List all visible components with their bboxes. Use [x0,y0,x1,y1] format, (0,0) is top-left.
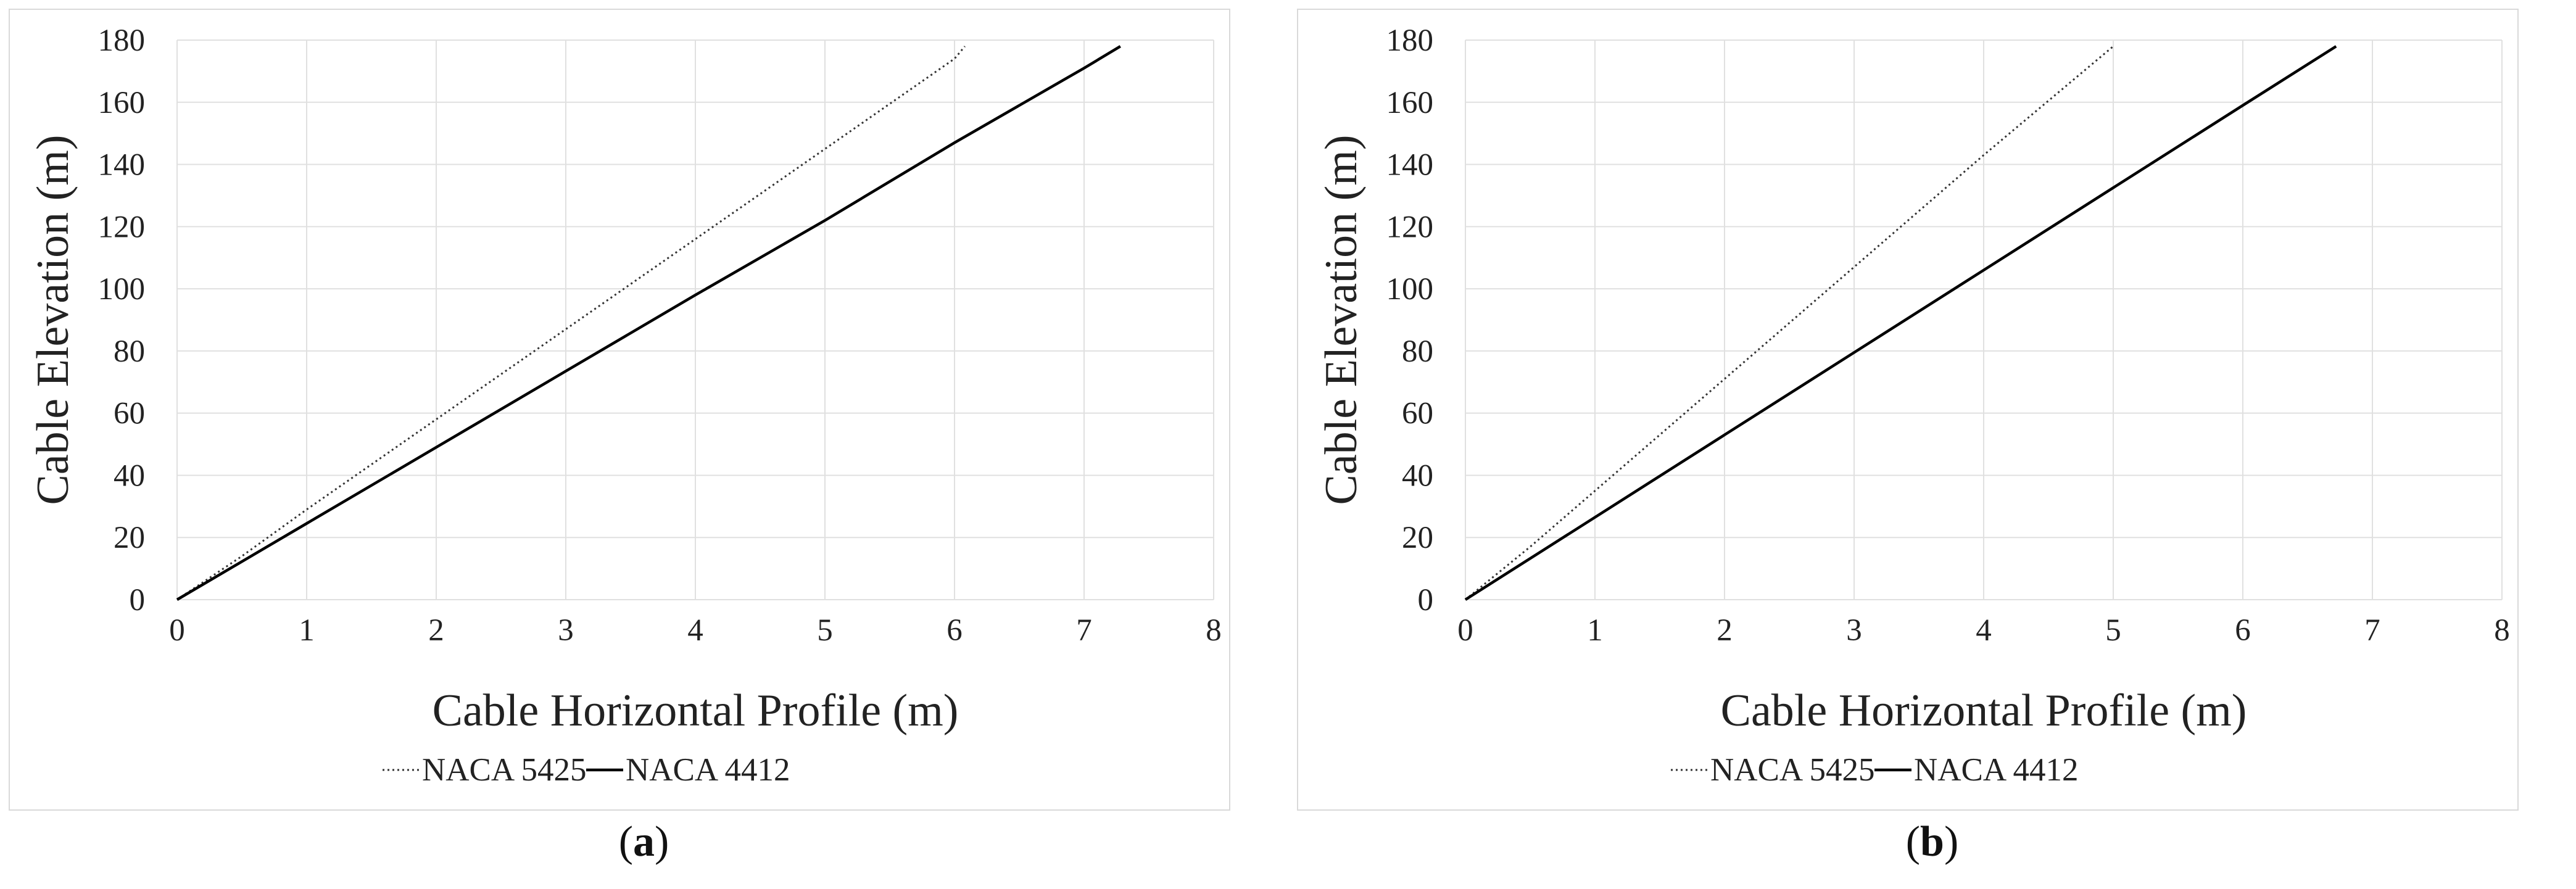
x-tick-label: 7 [1076,613,1092,648]
x-tick-label: 3 [1846,613,1862,648]
y-tick-label: 60 [114,397,145,431]
panel-label-b: b [1920,818,1944,866]
x-tick-label: 6 [2235,613,2251,648]
x-tick-label: 5 [2105,613,2121,648]
series-line-naca-4412 [1464,45,2337,601]
x-tick-label: 1 [1587,613,1603,648]
x-axis-title: Cable Horizontal Profile (m) [1721,685,2247,736]
y-axis-title: Cable Elevation (m) [1316,134,1367,505]
x-tick-label: 8 [1206,613,1222,648]
chart-frame [1297,9,2519,811]
legend-label: NACA 4412 [626,752,790,788]
chart-panel-b: 0 1 2 3 4 5 6 7 8 0 20 40 60 80 100 120 140 160 180 Cable H… [1288,0,2576,889]
legend-label: NACA 5425 [1710,752,1875,788]
y-tick-label: 140 [98,148,146,183]
x-tick-label: 5 [817,613,833,648]
legend-label: NACA 5425 [422,752,587,788]
y-tick-label: 160 [98,86,146,120]
y-tick-label: 60 [1402,397,1433,431]
x-axis-title: Cable Horizontal Profile (m) [433,685,959,736]
y-tick-label: 160 [1386,86,1434,120]
panel-label-a: a [633,818,655,866]
y-tick-label: 40 [1402,458,1433,493]
x-tick-label: 1 [299,613,315,648]
y-tick-label: 120 [98,210,146,244]
x-tick-label: 0 [1457,613,1473,648]
y-tick-label: 180 [1386,23,1434,58]
panel-caption-a: (a) [618,818,669,866]
y-tick-label: 180 [98,23,146,58]
y-tick-label: 80 [1402,334,1433,369]
series-line-naca-4412 [176,45,1121,601]
x-tick-label: 6 [946,613,963,648]
x-tick-label: 4 [687,613,703,648]
y-tick-label: 100 [1386,272,1434,307]
y-tick-label: 0 [130,583,146,618]
x-tick-label: 3 [558,613,574,648]
chart-frame [9,9,1230,811]
x-tick-label: 8 [2494,613,2510,648]
y-tick-label: 40 [114,458,145,493]
legend-label: NACA 4412 [1914,752,2079,788]
x-tick-label: 4 [1976,613,1992,648]
x-tick-label: 0 [169,613,185,648]
y-tick-label: 20 [1402,521,1433,555]
x-tick-label: 7 [2364,613,2380,648]
y-tick-label: 140 [1386,148,1434,183]
series-line-naca-5425 [176,46,966,601]
panel-caption-b: (b) [1905,818,1959,866]
x-tick-label: 2 [1717,613,1733,648]
y-axis-title: Cable Elevation (m) [28,134,78,505]
y-tick-label: 100 [98,272,146,307]
y-tick-label: 120 [1386,210,1434,244]
y-tick-label: 20 [114,521,145,555]
x-tick-label: 2 [428,613,444,648]
chart-panel-a: 0 1 2 3 4 5 6 7 8 0 20 40 60 80 100 120 140 160 180 Cable H… [9,9,1230,866]
y-tick-label: 80 [114,334,145,369]
y-tick-label: 0 [1418,583,1434,618]
series-line-naca-5425 [1465,45,2114,601]
